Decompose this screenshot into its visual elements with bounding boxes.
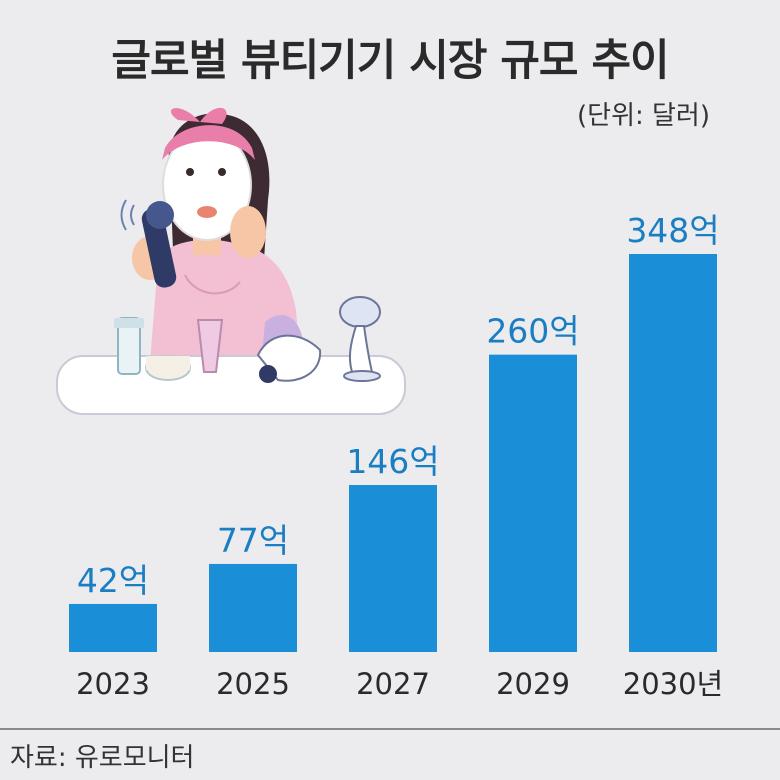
category-label: 2023	[76, 667, 150, 701]
bar-2025	[209, 563, 297, 652]
category-label: 2027	[356, 667, 430, 701]
value-label: 146억	[346, 442, 439, 481]
value-label: 42억	[77, 561, 149, 600]
value-label: 260억	[486, 312, 579, 351]
value-label: 348억	[626, 211, 719, 250]
category-label: 2025	[216, 667, 290, 701]
bar-2027	[349, 485, 437, 652]
bar-2023	[69, 603, 157, 652]
category-label: 2030년	[623, 667, 723, 701]
chart-title: 글로벌 뷰티기기 시장 규모 추이	[111, 36, 669, 86]
bar-2030년	[629, 254, 717, 652]
source-note: 자료: 유로모니터	[10, 743, 195, 773]
footer-divider	[0, 728, 780, 730]
bar-2029	[489, 354, 577, 652]
category-label: 2029	[496, 667, 570, 701]
unit-note: (단위: 달러)	[577, 101, 710, 131]
value-label: 77억	[217, 521, 289, 560]
